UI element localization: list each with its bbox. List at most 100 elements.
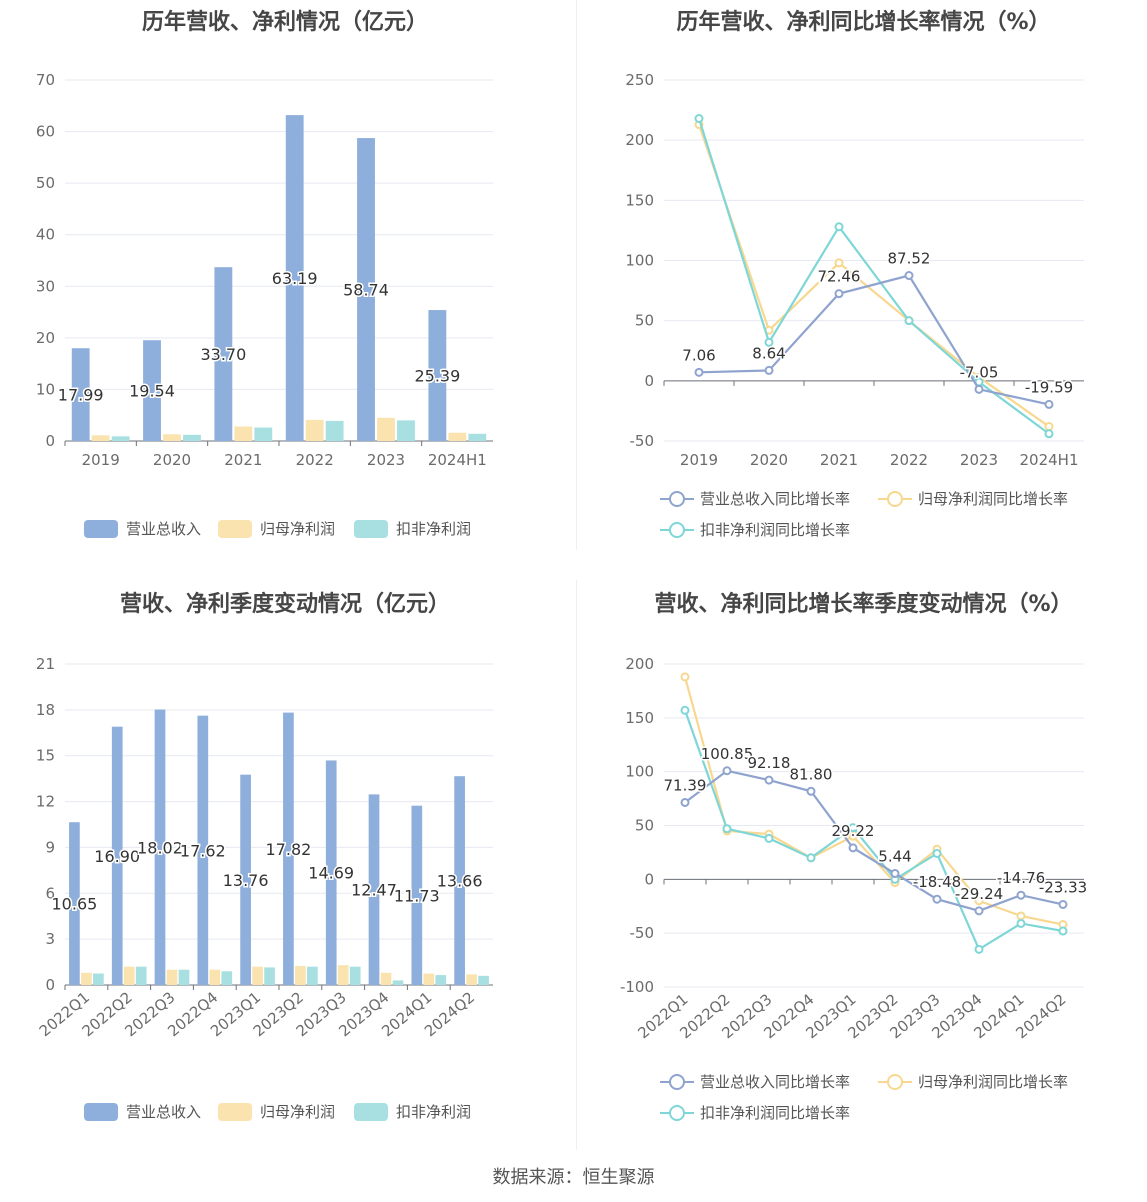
y-tick-label: 20 <box>36 329 55 347</box>
data-label: 17.62 <box>180 841 226 860</box>
data-label: 81.80 <box>790 765 833 783</box>
bar-revenue <box>325 760 337 985</box>
bar-deducted-net <box>307 966 318 985</box>
bar-revenue <box>71 348 90 441</box>
x-tick-label: 2023 <box>367 451 405 469</box>
bar-deducted-net <box>392 980 404 985</box>
y-tick-label: 15 <box>36 747 55 765</box>
y-tick-label: 60 <box>36 123 55 141</box>
bar-deducted-net <box>349 966 361 985</box>
bar-deducted-net <box>435 975 447 985</box>
legend-swatch <box>218 1102 252 1121</box>
legend-item-parent-growth[interactable]: 归母净利润同比增长率 <box>878 1071 1068 1092</box>
data-point <box>764 775 774 785</box>
data-point <box>694 367 704 377</box>
panel-divider-top <box>576 0 577 550</box>
legend-swatch <box>84 519 118 538</box>
series-line-parent-growth <box>683 676 1064 926</box>
data-point <box>974 896 984 906</box>
legend-marker <box>660 1072 694 1092</box>
data-label: 58.74 <box>343 281 389 300</box>
bar-deducted-net <box>397 420 415 441</box>
y-tick-label: 100 <box>625 763 654 781</box>
data-label: 71.39 <box>664 776 707 794</box>
legend-swatch <box>84 1102 118 1121</box>
data-point <box>904 271 914 281</box>
x-tick-label: 2022 <box>890 451 928 469</box>
x-tick-label: 2024H1 <box>1020 451 1079 469</box>
y-tick-label: 21 <box>36 655 55 673</box>
legend-marker <box>660 520 694 540</box>
data-point <box>932 848 942 858</box>
y-tick-label: 200 <box>625 131 654 149</box>
series-line-deducted-growth <box>683 709 1064 951</box>
bar-deducted-net <box>183 434 201 441</box>
legend-label: 扣非净利润同比增长率 <box>700 1104 851 1122</box>
data-label: 92.18 <box>748 754 791 772</box>
legend-marker <box>660 1103 694 1123</box>
bar-parent-net <box>380 972 392 985</box>
y-tick-label: 0 <box>45 432 55 450</box>
data-label: 8.64 <box>752 344 785 362</box>
legend-item-deducted-net[interactable]: 扣非净利润 <box>354 1101 471 1122</box>
bar-deducted-net <box>93 973 104 985</box>
data-point <box>1058 899 1068 909</box>
bar-deducted-net <box>325 420 344 441</box>
y-tick-label: 0 <box>644 372 654 390</box>
data-point <box>1044 429 1054 439</box>
data-point <box>680 672 690 682</box>
data-point <box>722 824 732 834</box>
bar-parent-net <box>295 965 306 985</box>
legend-item-revenue[interactable]: 营业总收入 <box>84 518 201 539</box>
data-label: 33.70 <box>200 345 246 364</box>
data-point <box>932 894 942 904</box>
data-label: 13.76 <box>223 871 269 890</box>
data-point <box>1016 911 1026 921</box>
bar-parent-net <box>377 417 395 441</box>
legend-label: 归母净利润 <box>260 520 336 538</box>
data-point <box>834 258 844 268</box>
legend-item-deducted-growth[interactable]: 扣非净利润同比增长率 <box>660 1102 850 1123</box>
data-label: 10.65 <box>52 895 98 914</box>
legend-item-revenue-growth[interactable]: 营业总收入同比增长率 <box>660 488 850 509</box>
y-tick-label: 250 <box>625 71 654 89</box>
data-point <box>722 766 732 776</box>
y-tick-label: 40 <box>36 226 55 244</box>
series-line-deducted-growth <box>697 118 1050 435</box>
legend-marker <box>660 489 694 509</box>
legend-item-parent-net[interactable]: 归母净利润 <box>218 518 335 539</box>
data-label: -19.59 <box>1025 378 1073 396</box>
bar-revenue <box>143 340 161 441</box>
y-tick-label: 6 <box>45 884 55 902</box>
legend-swatch <box>354 519 388 538</box>
legend-item-deducted-growth[interactable]: 扣非净利润同比增长率 <box>660 519 850 540</box>
legend-label: 归母净利润 <box>260 1103 336 1121</box>
legend-item-revenue-growth[interactable]: 营业总收入同比增长率 <box>660 1071 850 1092</box>
legend-item-deducted-net[interactable]: 扣非净利润 <box>354 518 471 539</box>
data-label: 18.02 <box>137 838 183 857</box>
legend-label: 营业总收入同比增长率 <box>700 490 851 508</box>
legend-item-parent-net[interactable]: 归母净利润 <box>218 1101 335 1122</box>
bar-parent-net <box>466 974 477 985</box>
legend-label: 营业总收入同比增长率 <box>700 1073 851 1091</box>
data-label: 29.22 <box>832 822 875 840</box>
legend-item-revenue[interactable]: 营业总收入 <box>84 1101 201 1122</box>
y-tick-label: 12 <box>36 793 55 811</box>
data-point <box>806 853 816 863</box>
series-line-revenue-growth <box>698 274 1050 406</box>
legend-label: 归母净利润同比增长率 <box>918 490 1069 508</box>
data-point <box>974 906 984 916</box>
y-tick-label: 9 <box>45 838 55 856</box>
data-point <box>1044 399 1054 409</box>
annual-amount-plot: 0 10 20 30 40 50 60 70 2019 2020 2021 2022 2023 2024H… <box>36 71 493 469</box>
legend-item-parent-growth[interactable]: 归母净利润同比增长率 <box>878 488 1068 509</box>
bar-parent-net <box>81 972 92 985</box>
x-tick-label: 2021 <box>224 451 262 469</box>
y-tick-label: -100 <box>620 978 654 996</box>
x-tick-label: 2019 <box>680 451 718 469</box>
data-point <box>848 831 858 841</box>
data-source-note: 数据来源：恒生聚源 <box>492 1167 655 1188</box>
quarterly-growth-plot: -100-500501001502002022Q12022Q22022Q3202… <box>620 655 1089 1042</box>
y-tick-label: 3 <box>45 930 55 948</box>
data-label: 72.46 <box>818 268 861 286</box>
